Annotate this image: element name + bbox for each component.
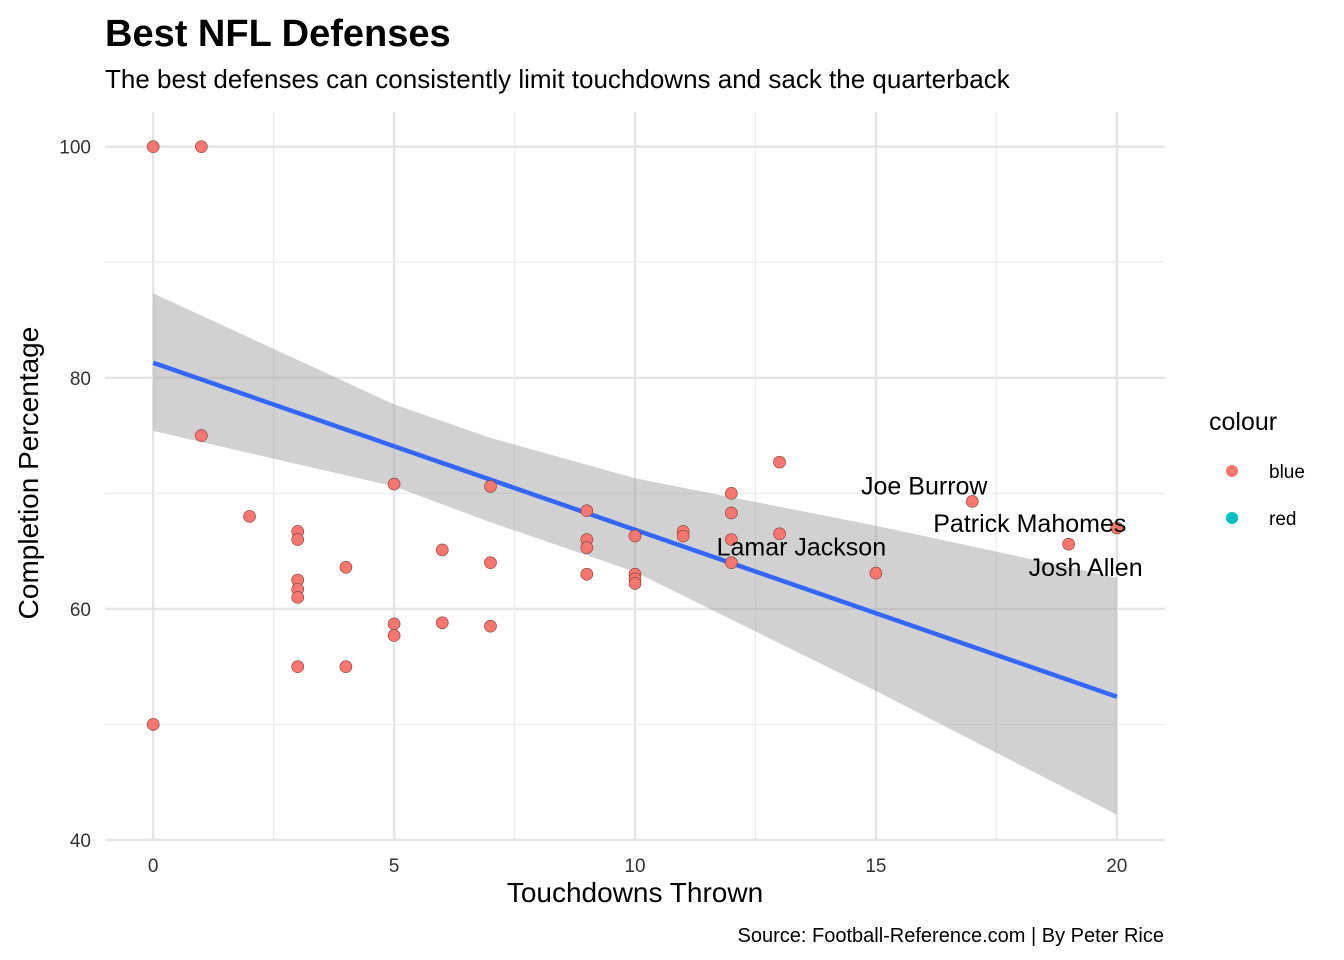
x-tick-label: 0	[148, 856, 159, 877]
confidence-band-layer	[153, 293, 1117, 815]
data-point	[869, 566, 883, 580]
grid	[105, 112, 1165, 842]
data-point	[725, 533, 738, 546]
data-point	[1062, 537, 1075, 551]
data-point	[435, 616, 449, 630]
data-point	[195, 429, 208, 442]
data-point	[580, 504, 594, 517]
trend-line-layer	[152, 360, 1118, 699]
confidence-band	[153, 293, 1117, 815]
x-tick-label: 10	[624, 856, 645, 877]
data-point	[339, 660, 353, 673]
data-point	[773, 527, 786, 541]
data-point	[146, 718, 160, 731]
data-point	[291, 533, 305, 546]
data-point	[725, 556, 738, 569]
data-point	[339, 560, 353, 574]
legend-label-red: red	[1269, 509, 1296, 530]
data-point	[291, 591, 305, 604]
data-point	[387, 629, 401, 642]
chart-subtitle: The best defenses can consistently limit…	[105, 64, 1011, 94]
caption: Source: Football-Reference.com | By Pete…	[738, 925, 1164, 947]
data-point	[965, 495, 979, 508]
data-point	[628, 577, 642, 590]
data-point	[1110, 521, 1124, 535]
data-point	[484, 480, 497, 493]
trend-line	[152, 360, 1118, 699]
data-point	[580, 541, 594, 554]
data-point	[725, 506, 738, 520]
annotations-layer: Joe Burrow Patrick Mahomes Lamar Jackson Jo…	[717, 472, 1143, 582]
legend-key-blue	[1226, 465, 1238, 477]
x-tick-label: 20	[1106, 856, 1127, 877]
points-layer	[146, 140, 1124, 731]
data-point	[243, 510, 256, 523]
tick-labels-layer: 0 5 10 15 20 40 60 80 100	[59, 138, 1127, 877]
y-tick-label: 100	[59, 138, 91, 159]
y-axis-title: Completion Percentage	[13, 327, 44, 620]
data-point	[676, 529, 690, 543]
data-point	[580, 567, 594, 581]
data-point	[291, 660, 305, 673]
data-point	[484, 619, 497, 633]
chart-title: Best NFL Defenses	[105, 13, 451, 55]
data-point	[725, 487, 738, 500]
data-point	[773, 455, 786, 469]
x-axis-title: Touchdowns Thrown	[507, 877, 763, 908]
annotation-label: Lamar Jackson	[717, 534, 887, 562]
y-tick-label: 60	[70, 600, 91, 621]
annotation-label: Patrick Mahomes	[933, 510, 1126, 538]
annotation-label: Joe Burrow	[861, 472, 988, 500]
data-point	[628, 529, 642, 543]
legend-key-red	[1226, 512, 1238, 524]
legend: colour blue red	[1209, 408, 1305, 530]
data-point	[435, 543, 449, 557]
data-point	[387, 617, 401, 631]
y-tick-label: 40	[70, 831, 91, 852]
data-point	[146, 140, 160, 153]
legend-title: colour	[1209, 408, 1277, 436]
data-point	[387, 477, 401, 491]
data-point	[484, 556, 497, 569]
x-tick-label: 15	[865, 856, 886, 877]
x-tick-label: 5	[389, 856, 400, 877]
legend-label-blue: blue	[1269, 462, 1305, 483]
annotation-label: Josh Allen	[1029, 554, 1143, 582]
y-tick-label: 80	[70, 369, 91, 390]
data-point	[195, 140, 208, 153]
